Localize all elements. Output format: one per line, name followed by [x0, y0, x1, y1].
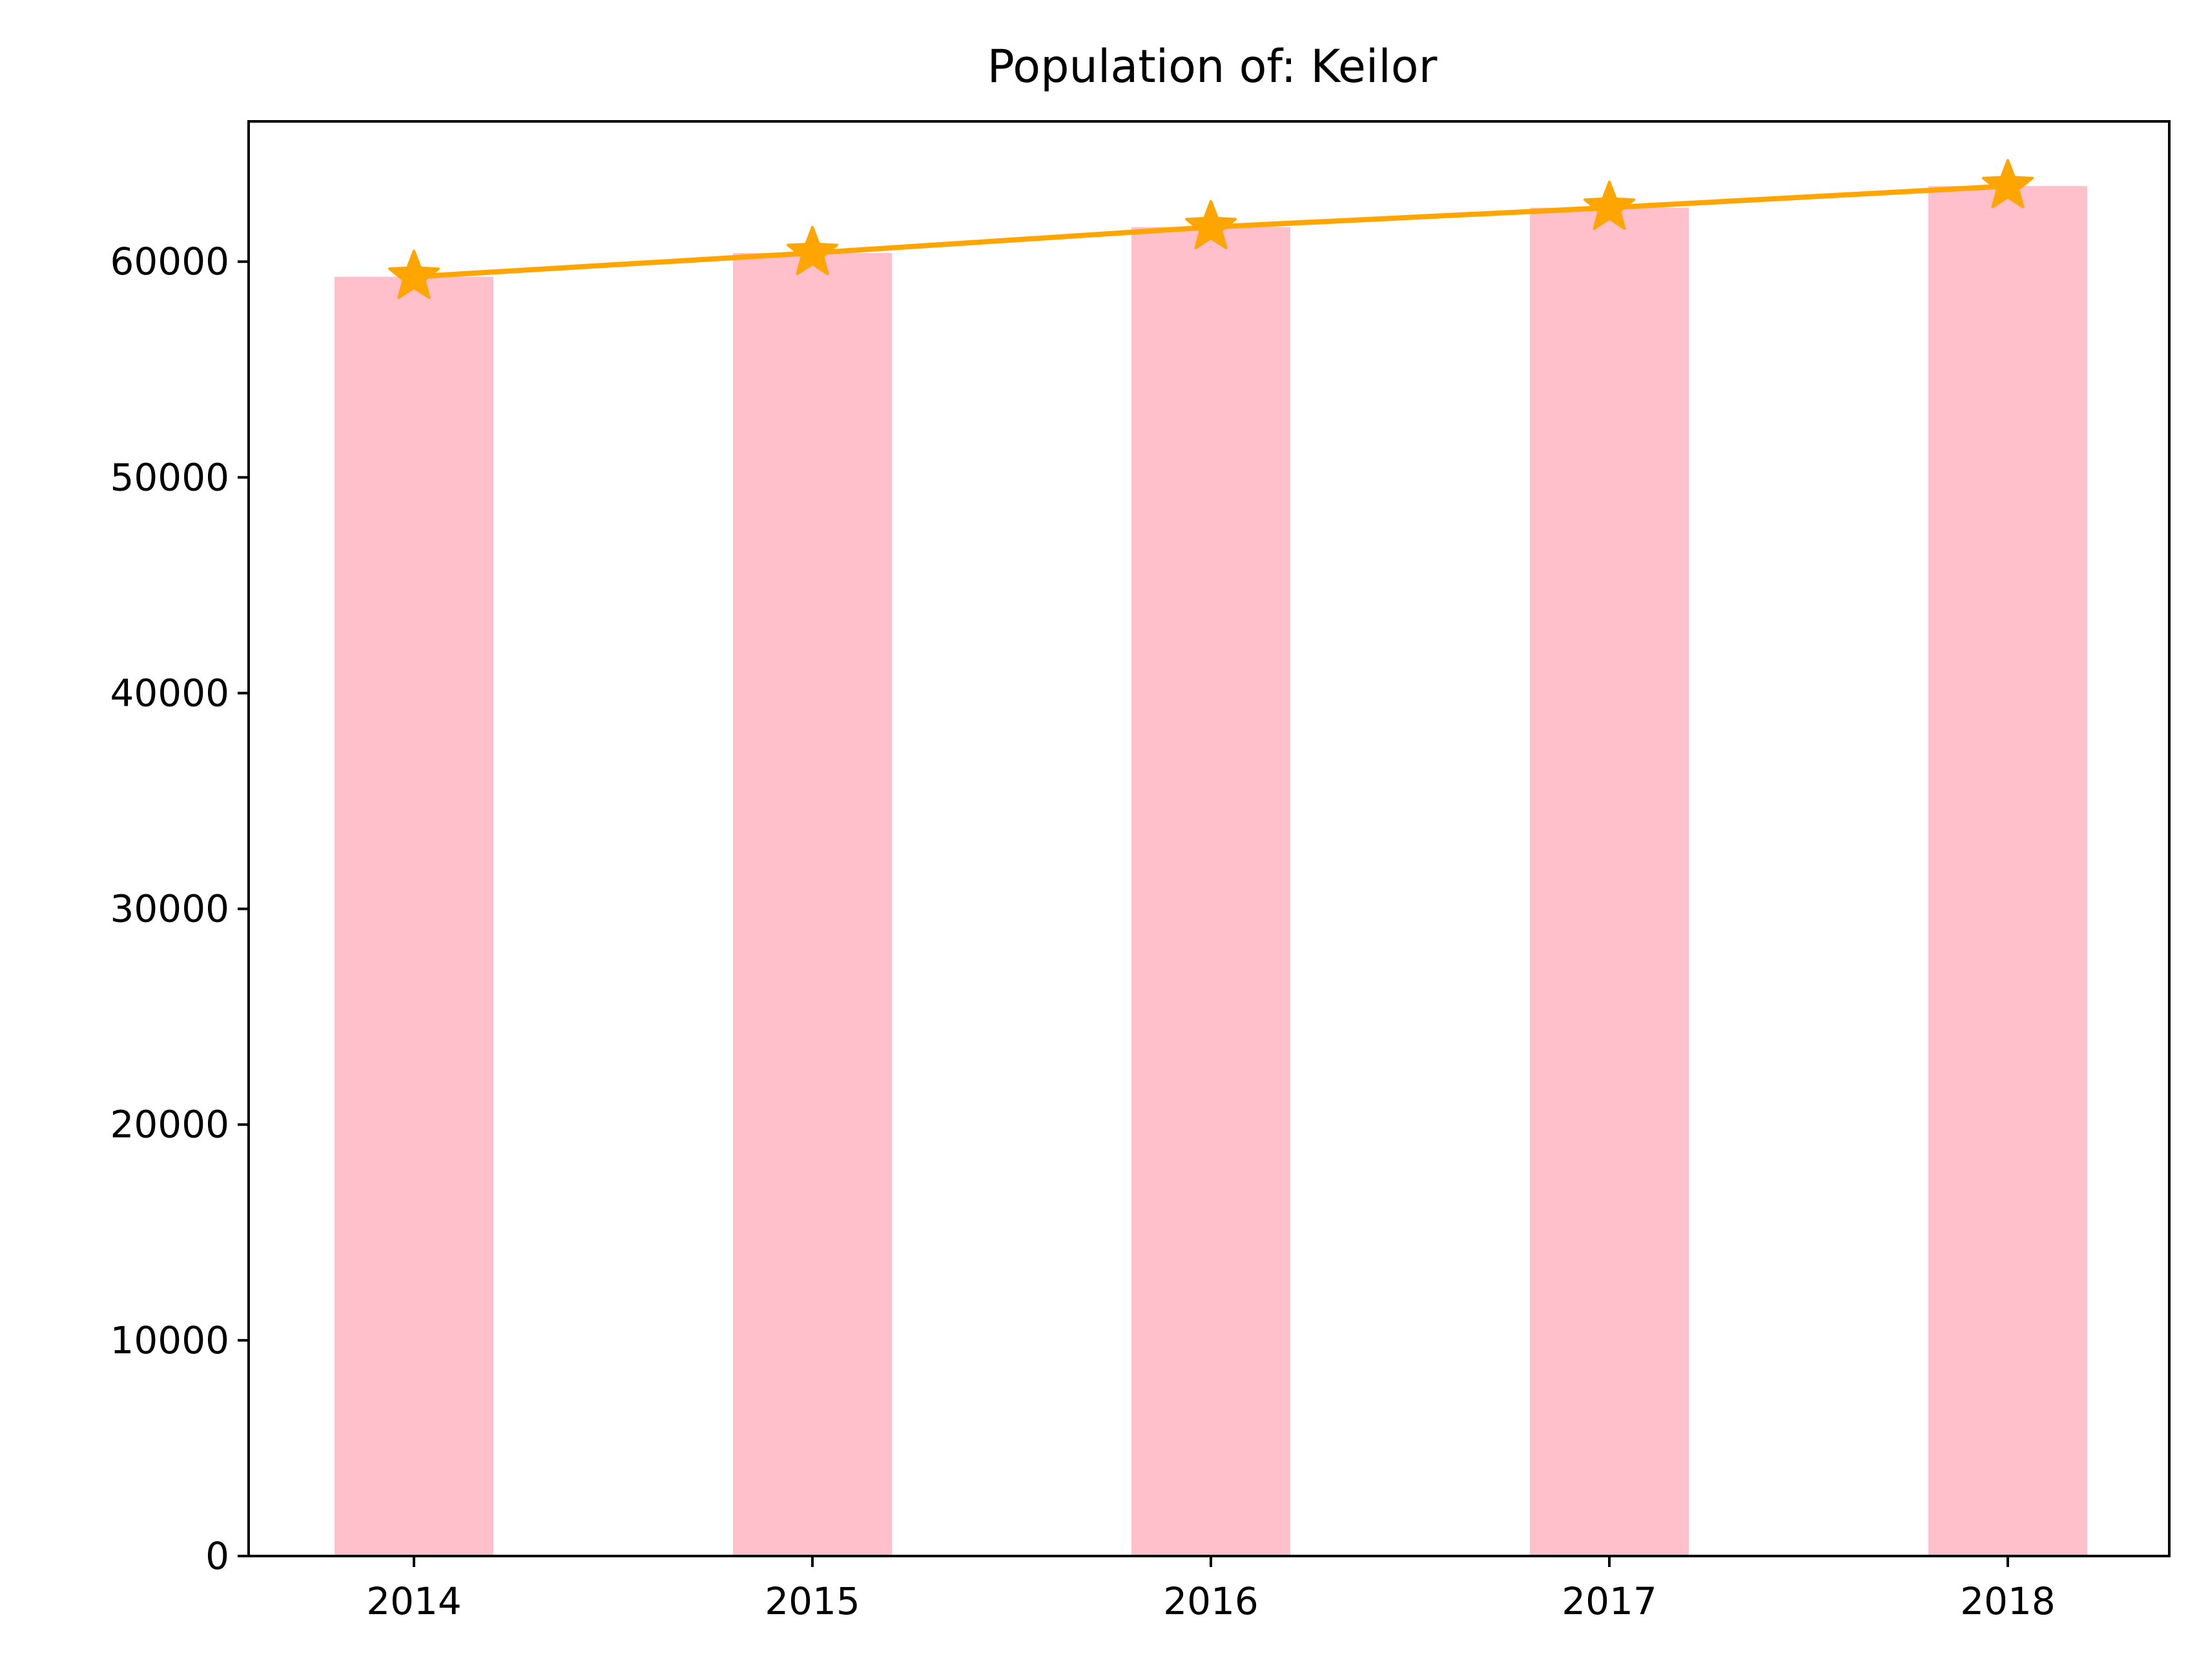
bar-2018 — [1928, 186, 2087, 1556]
y-tick-label: 30000 — [110, 887, 229, 931]
x-tick-label: 2014 — [366, 1579, 462, 1623]
bar-2016 — [1131, 227, 1290, 1556]
y-axis: 0 10000 20000 30000 40000 50000 60000 — [110, 240, 249, 1578]
line-point-2016 — [1185, 200, 1237, 250]
x-tick-label: 2017 — [1562, 1579, 1657, 1623]
chart-title: Population of: Keilor — [987, 40, 1438, 93]
line-point-2015 — [787, 225, 838, 276]
line-point-2018 — [1982, 159, 2034, 209]
bar-2014 — [335, 276, 493, 1557]
x-tick-label: 2018 — [1960, 1579, 2056, 1623]
line-series — [388, 159, 2034, 299]
x-tick-label: 2016 — [1163, 1579, 1259, 1623]
bar-series — [335, 186, 2087, 1557]
y-tick-label: 0 — [205, 1534, 229, 1578]
y-tick-label: 40000 — [110, 671, 229, 715]
line-point-2017 — [1584, 180, 1635, 230]
y-tick-label: 20000 — [110, 1103, 229, 1147]
y-tick-label: 60000 — [110, 240, 229, 283]
x-tick-label: 2015 — [765, 1579, 860, 1623]
line-point-2014 — [388, 249, 440, 299]
x-axis: 2014 2015 2016 2017 2018 — [366, 1556, 2056, 1623]
plot-frame — [247, 120, 2171, 1557]
bar-2015 — [733, 252, 892, 1557]
y-tick-label: 50000 — [110, 455, 229, 499]
bar-2017 — [1530, 207, 1689, 1557]
y-tick-label: 10000 — [110, 1318, 229, 1362]
